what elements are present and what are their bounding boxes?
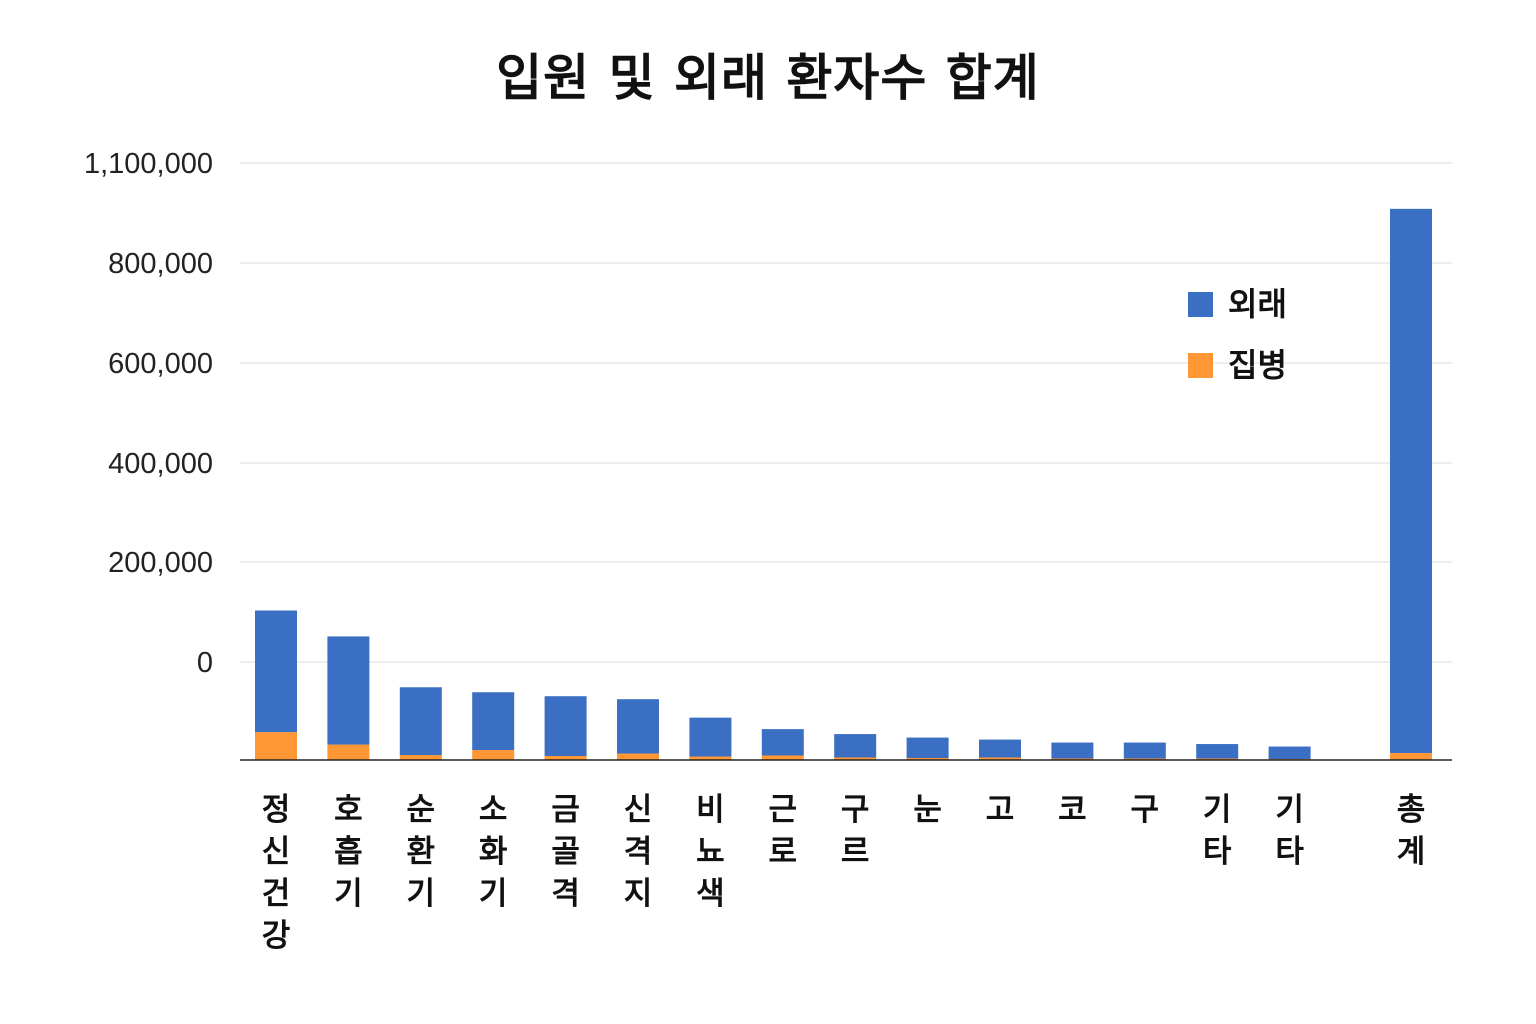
x-tick-label: 코 (1058, 792, 1087, 828)
bar-segment-외래 (327, 636, 370, 745)
x-tick-char: 뇨 (696, 834, 725, 870)
legend-swatch (1188, 292, 1213, 317)
bar-segment-외래 (1196, 744, 1239, 759)
x-tick-char: 건 (262, 876, 291, 912)
x-tick-char: 구 (1131, 792, 1160, 828)
x-tick-char: 기 (1203, 792, 1232, 828)
x-tick-char: 로 (769, 834, 798, 870)
x-tick-char: 기 (407, 876, 436, 912)
x-tick-char: 신 (262, 834, 291, 870)
x-tick-char: 기 (1275, 792, 1304, 828)
x-tick-char: 계 (1397, 834, 1426, 870)
x-tick-char: 총 (1397, 792, 1426, 828)
bar-segment-외래 (617, 699, 659, 754)
bar-segment-집병 (544, 756, 587, 760)
x-tick-char: 화 (479, 834, 508, 870)
x-tick-char: 정 (262, 792, 291, 828)
bar-segment-외래 (761, 729, 804, 756)
x-tick-char: 코 (1058, 792, 1087, 828)
bar-segment-집병 (979, 757, 1021, 760)
x-tick-char: 근 (769, 792, 798, 828)
bar-segment-집병 (617, 753, 659, 760)
legend-label: 외래 (1228, 285, 1287, 323)
bar-segment-외래 (399, 687, 442, 756)
x-tick-char: 기 (479, 876, 508, 912)
x-tick-char: 골 (551, 834, 580, 870)
y-tick-label: 200,000 (108, 547, 213, 579)
legend-swatch (1188, 353, 1213, 378)
x-tick-char: 비 (696, 792, 725, 828)
bar-segment-외래 (979, 739, 1021, 758)
x-tick-char: 르 (841, 834, 870, 870)
bar-segment-외래 (472, 692, 515, 751)
bar-segment-외래 (544, 696, 587, 757)
x-tick-char: 소 (479, 792, 508, 828)
x-tick-char: 색 (696, 876, 725, 912)
y-tick-label: 800,000 (108, 248, 213, 280)
bar-segment-집병 (1390, 753, 1432, 760)
x-tick-label: 눈 (913, 792, 942, 828)
y-tick-label: 400,000 (108, 448, 213, 480)
x-tick-char: 흡 (334, 834, 363, 870)
chart-title: 입원 및 외래 환자수 합계 (496, 49, 1040, 107)
x-tick-char: 강 (262, 918, 291, 954)
y-tick-label: 1,100,000 (84, 148, 213, 180)
bar-segment-외래 (1123, 742, 1166, 759)
x-tick-char: 지 (624, 876, 653, 912)
bar-segment-집병 (689, 756, 732, 760)
x-tick-char: 고 (986, 792, 1015, 828)
bar-segment-집병 (399, 755, 442, 760)
bar-segment-집병 (327, 744, 370, 760)
x-tick-label: 구 (1131, 792, 1160, 828)
bar-segment-외래 (1268, 746, 1311, 760)
x-tick-char: 순 (407, 792, 436, 828)
x-tick-char: 타 (1203, 834, 1232, 870)
bar-segment-외래 (689, 717, 732, 757)
x-tick-char: 격 (624, 834, 653, 870)
bar-segment-외래 (255, 610, 297, 733)
bar-segment-집병 (255, 732, 297, 760)
x-tick-char: 타 (1275, 834, 1304, 870)
bar-segment-집병 (834, 757, 877, 760)
bar-segment-외래 (1390, 208, 1432, 754)
x-tick-char: 금 (551, 792, 580, 828)
bar-segment-외래 (906, 737, 949, 759)
x-tick-char: 구 (841, 792, 870, 828)
x-tick-char: 호 (334, 792, 363, 828)
x-tick-char: 기 (334, 876, 363, 912)
bar-segment-집병 (761, 755, 804, 760)
y-tick-label: 600,000 (108, 348, 213, 380)
x-tick-char: 눈 (913, 792, 942, 828)
y-tick-label: 0 (197, 647, 213, 679)
x-tick-char: 환 (407, 834, 436, 870)
x-tick-char: 격 (551, 876, 580, 912)
bar-segment-외래 (834, 734, 877, 758)
bar-segment-집병 (906, 758, 949, 760)
x-tick-label: 고 (986, 792, 1015, 828)
legend-label: 집병 (1228, 346, 1287, 384)
x-tick-char: 신 (624, 792, 653, 828)
bar-segment-집병 (472, 750, 515, 760)
bar-segment-외래 (1051, 742, 1094, 759)
